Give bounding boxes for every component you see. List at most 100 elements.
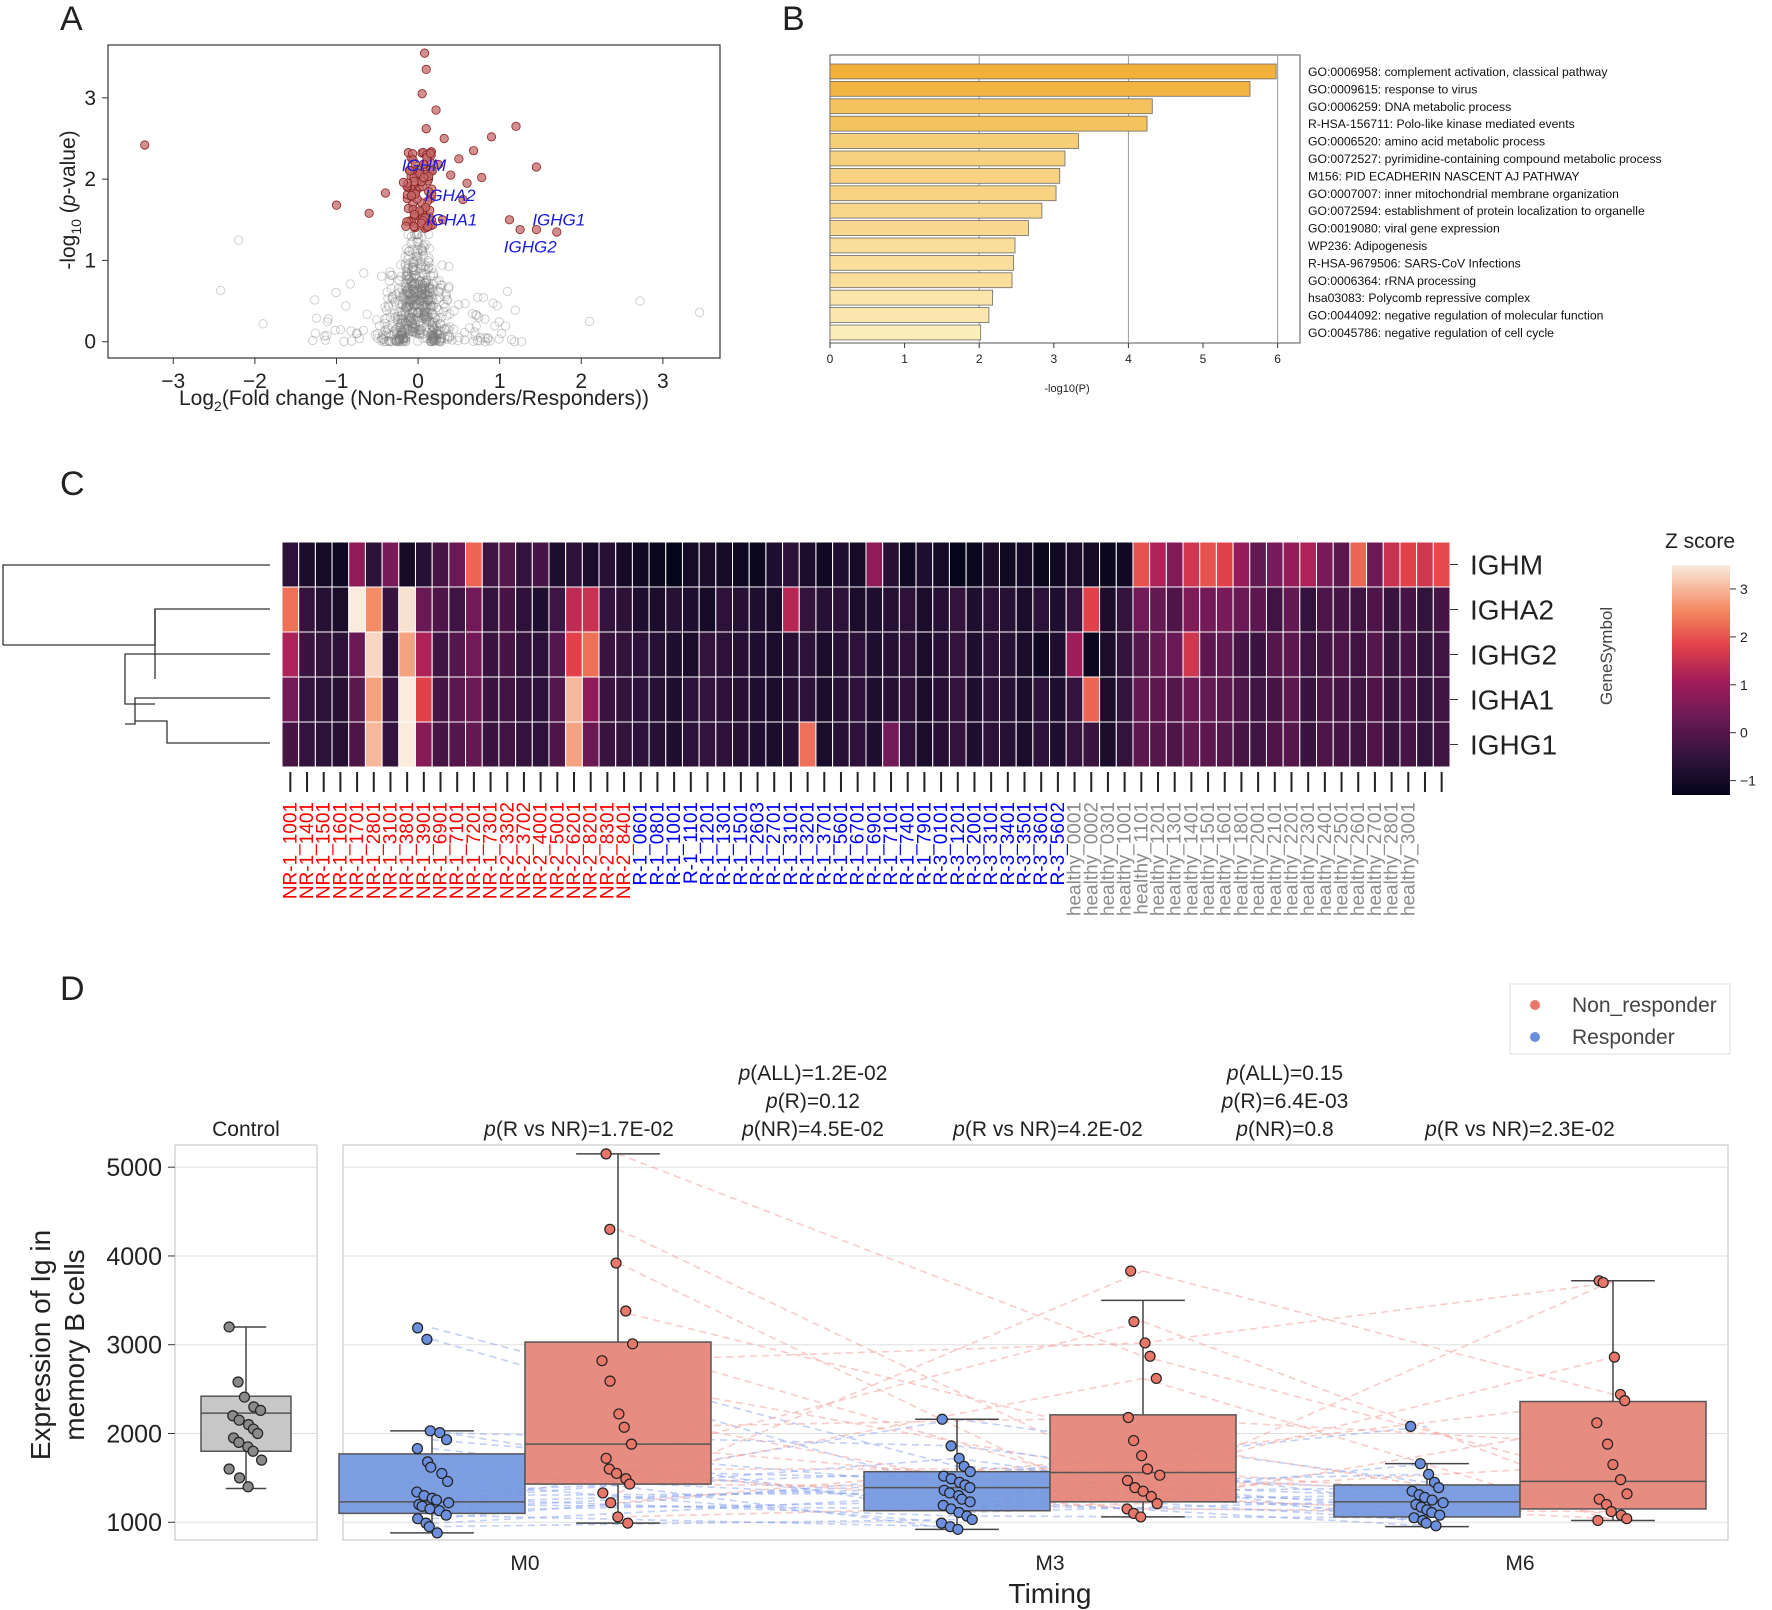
volcano-point-ns — [635, 296, 645, 306]
box-point-responder — [425, 1461, 437, 1473]
heatmap-cell — [1215, 586, 1234, 633]
pairing-line-nr — [1142, 1355, 1614, 1481]
colorbar-ticks: −1 0 1 2 3 — [1730, 581, 1756, 789]
volcano-point-ns — [408, 322, 418, 332]
volcano-point-sig — [421, 124, 431, 134]
volcano-point-ns — [398, 327, 408, 337]
volcano-point-ns — [500, 321, 511, 331]
volcano-point-ns — [428, 268, 439, 279]
heatmap-cell — [648, 676, 667, 723]
heatmap-cell — [331, 721, 350, 768]
box-point-non-responder — [1122, 1411, 1134, 1424]
heatmap-cell — [281, 586, 300, 633]
volcano-point-ns — [412, 254, 423, 264]
volcano-point-ns — [399, 324, 410, 335]
volcano-point-ns — [420, 281, 430, 291]
heatmap-cell — [631, 676, 650, 723]
heatmap-cell — [565, 676, 583, 723]
volcano-point-sig — [462, 178, 472, 188]
volcano-point-ns — [402, 284, 413, 294]
box-point-non-responder — [1121, 1474, 1134, 1487]
box-points — [223, 1148, 1633, 1539]
box-point-non-responder — [1607, 1458, 1619, 1471]
enrichment-bar — [829, 289, 994, 306]
heatmap-cell — [414, 541, 433, 588]
box-point-non-responder — [1125, 1265, 1137, 1277]
volcano-point-ns — [404, 299, 415, 309]
volcano-point-ns — [422, 289, 432, 299]
volcano-point-ns — [425, 317, 436, 327]
volcano-point-ns — [423, 295, 433, 305]
heatmap-col-label: R-1_6901 — [864, 802, 885, 885]
volcano-point-ns — [460, 335, 470, 345]
volcano-point-ns — [435, 325, 445, 335]
enrichment-term-label: GO:0045786: negative regulation of cell … — [1308, 326, 1554, 340]
pairing-line-r — [956, 1445, 1428, 1506]
heatmap-cell — [548, 586, 567, 633]
volcano-point-ns — [413, 248, 423, 258]
heatmap-cell — [1265, 541, 1284, 588]
volcano-point-ns — [382, 313, 392, 323]
box-point-responder — [440, 1434, 453, 1446]
heatmap-cell — [965, 721, 984, 768]
box-point-control — [233, 1436, 245, 1448]
control-title: Control — [212, 1118, 280, 1141]
volcano-point-ns — [410, 299, 421, 310]
volcano-point-ns — [413, 312, 424, 323]
volcano-point-ns — [431, 302, 442, 313]
volcano-point-ns — [400, 252, 410, 262]
heatmap-cell — [1432, 541, 1451, 588]
heatmap-cell — [331, 586, 350, 633]
heatmap-cell — [548, 676, 567, 723]
volcano-point-ns — [402, 287, 412, 298]
volcano-point-ns — [440, 302, 450, 312]
volcano-point-ns — [436, 336, 446, 347]
volcano-point-ns — [470, 331, 480, 341]
enrichment-term-label: hsa03083: Polycomb repressive complex — [1308, 291, 1530, 305]
volcano-point-ns — [409, 300, 419, 310]
volcano-point-ns — [440, 324, 450, 335]
volcano-point-ns — [393, 284, 404, 294]
heatmap-cell — [715, 631, 734, 678]
volcano-point-ns — [459, 327, 470, 338]
heatmap-cell — [765, 721, 784, 768]
volcano-point-ns — [445, 309, 455, 319]
heatmap-col-label: healthy_2101 — [1265, 802, 1286, 916]
volcano-point-ns — [345, 279, 356, 289]
heatmap-cell — [281, 541, 300, 588]
heatmap-cell — [1232, 586, 1251, 633]
volcano-point-ns — [509, 336, 520, 347]
volcano-point-ns — [394, 334, 405, 345]
heatmap-cell — [1082, 586, 1101, 633]
pairing-line-nr — [617, 1270, 1144, 1494]
box-point-responder — [424, 1425, 436, 1437]
volcano-point-ns — [427, 284, 438, 295]
volcano-x-tick-label: 1 — [494, 370, 506, 393]
volcano-point-ns — [386, 283, 396, 294]
p-value-annotation: p(R vs NR)=2.3E-02 — [1424, 1118, 1615, 1141]
volcano-point-ns — [412, 256, 422, 266]
heatmap-cell — [965, 676, 984, 723]
heatmap-cell — [1249, 631, 1267, 678]
legend-marker-responder — [1530, 1032, 1540, 1042]
volcano-point-ns — [408, 299, 418, 309]
heatmap-col-label: healthy_0002 — [1081, 802, 1102, 916]
box-point-responder — [436, 1467, 448, 1480]
heatmap-cell — [1099, 676, 1117, 723]
volcano-point-sig — [380, 188, 391, 198]
volcano-point-ns — [436, 333, 447, 343]
volcano-point-ns — [406, 231, 417, 242]
volcano-point-ns — [396, 260, 406, 270]
volcano-point-ns — [392, 323, 403, 333]
box-point-non-responder — [1621, 1513, 1633, 1525]
volcano-point-sig — [140, 140, 150, 150]
volcano-point-ns — [401, 270, 412, 281]
heatmap-col-label: NR-1_3901 — [414, 802, 435, 899]
volcano-point-sig — [417, 89, 427, 99]
heatmap-cell — [898, 721, 917, 768]
volcano-point-ns — [409, 294, 419, 304]
pairing-line-nr — [1142, 1281, 1614, 1344]
volcano-point-ns — [418, 311, 429, 322]
volcano-point-ns — [388, 294, 398, 304]
volcano-point-ns — [415, 324, 425, 335]
